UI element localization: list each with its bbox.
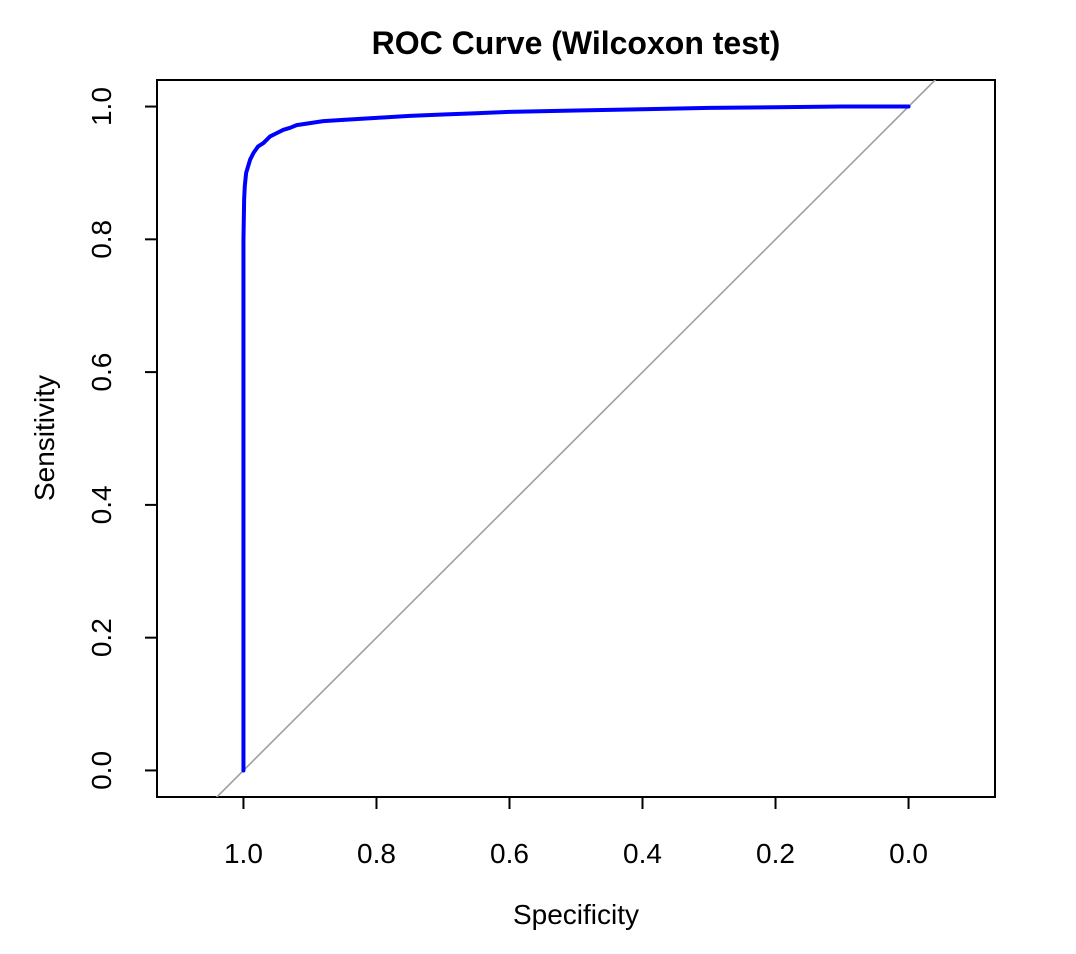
y-tick-label: 0.0 [86, 751, 117, 790]
x-axis-label: Specificity [513, 899, 639, 930]
y-tick-label: 0.8 [86, 220, 117, 259]
reference-diagonal-line [216, 80, 936, 797]
roc-curve-line [241, 104, 911, 773]
y-tick-label: 1.0 [86, 87, 117, 126]
roc-curve-layer [241, 104, 911, 773]
reference-diagonal-layer [216, 80, 936, 797]
y-axis-label: Sensitivity [29, 375, 60, 501]
x-axis: 1.0 0.8 0.6 0.4 0.2 0.0 [224, 796, 928, 869]
chart-title: ROC Curve (Wilcoxon test) [372, 25, 781, 61]
x-tick-label: 0.4 [623, 838, 662, 869]
x-tick-label: 0.6 [490, 838, 529, 869]
y-axis: 0.0 0.2 0.4 0.6 0.8 1.0 [86, 87, 158, 790]
x-tick-label: 0.0 [889, 838, 928, 869]
x-tick-label: 1.0 [224, 838, 263, 869]
x-tick-label: 0.2 [756, 838, 795, 869]
y-tick-label: 0.6 [86, 353, 117, 392]
x-tick-label: 0.8 [357, 838, 396, 869]
y-tick-label: 0.4 [86, 485, 117, 524]
y-tick-label: 0.2 [86, 618, 117, 657]
